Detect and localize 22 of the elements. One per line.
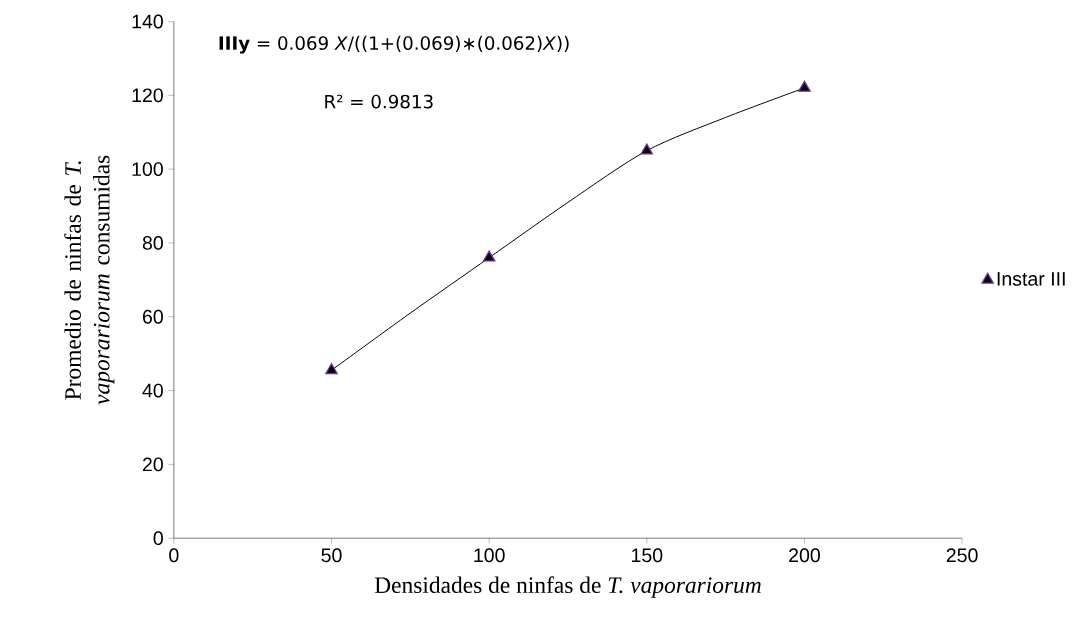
x-tick-label: 250 <box>946 548 978 563</box>
x-tick-label: 50 <box>321 548 342 563</box>
x-tick-label: 200 <box>789 548 820 563</box>
legend-label: Instar III <box>997 272 1065 286</box>
y-tick-label: 40 <box>142 383 163 398</box>
annotation: IIIy = 0.069 X/((1+(0.069)∗(0.062)X)) <box>219 35 569 54</box>
y-tick-label: 60 <box>142 309 163 324</box>
x-tick-label: 0 <box>169 548 179 563</box>
annotation: R² = 0.9813 <box>325 94 433 109</box>
y-tick-label: 140 <box>132 14 163 29</box>
y-tick-label: 80 <box>142 236 163 250</box>
x-tick-label: 150 <box>632 548 663 563</box>
y-tick-label: 0 <box>153 531 163 546</box>
point <box>482 250 496 262</box>
point <box>325 363 338 375</box>
y-tick-label: 100 <box>132 162 163 177</box>
point <box>798 80 811 92</box>
x-axis-title: Densidades de ninfas de T. vaporariorum <box>374 576 761 598</box>
x-tick-label: 100 <box>474 548 505 563</box>
y-tick-label: 20 <box>142 457 163 472</box>
point <box>640 143 654 155</box>
y-tick-label: 120 <box>132 88 163 103</box>
